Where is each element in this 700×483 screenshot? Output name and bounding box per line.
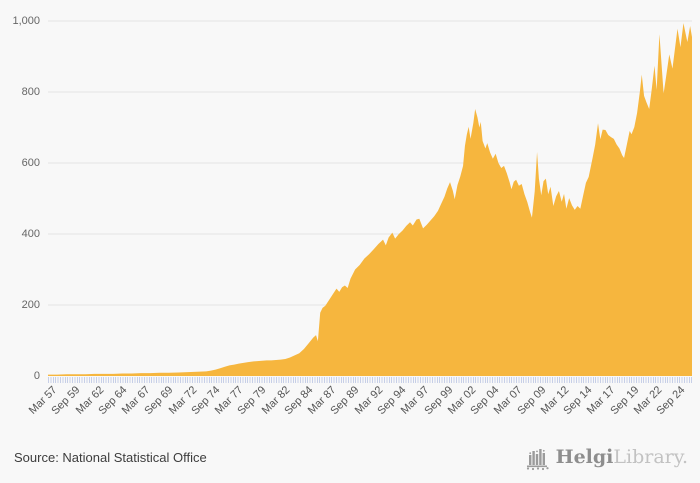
area-chart: 0 200 400 600 800 1,000 Mar 57 Sep 59 Mar 62 Sep… <box>12 15 693 417</box>
logo-word-helgi: Helgi <box>555 446 614 468</box>
helgi-library-logo-icon <box>526 448 549 470</box>
area-series <box>48 23 692 376</box>
y-axis-tick-label: 1,000 <box>12 15 40 27</box>
y-axis-tick-label: 0 <box>33 370 40 382</box>
helgi-library-logo[interactable]: Helgi Library. <box>525 445 688 471</box>
y-axis-tick-label: 600 <box>21 157 40 169</box>
y-axis-tick-label: 400 <box>21 228 40 240</box>
source-note: Source: National Statistical Office <box>14 450 207 465</box>
y-axis-tick-label: 800 <box>21 86 40 98</box>
y-axis-tick-label: 200 <box>21 299 40 311</box>
logo-word-library: Library. <box>613 446 688 468</box>
chart-plot <box>48 20 692 376</box>
x-axis-tick-marks <box>48 377 693 383</box>
footer-bar: Source: National Statistical Office <box>0 440 700 483</box>
